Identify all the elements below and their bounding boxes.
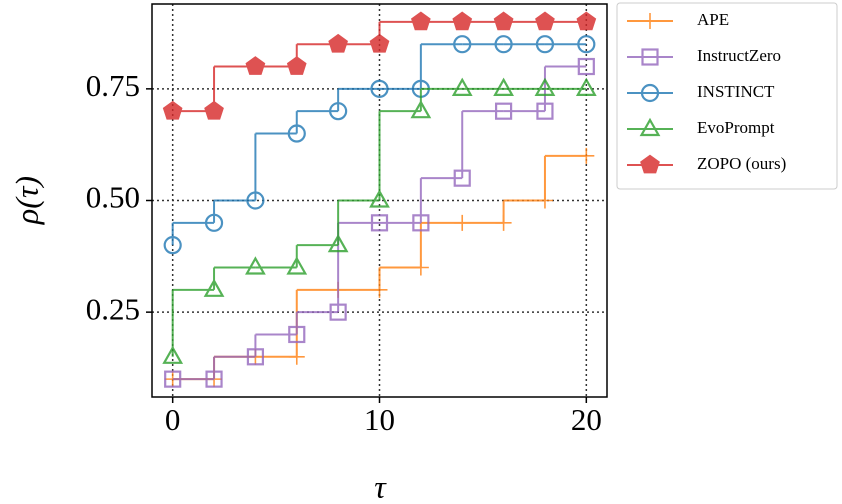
- data-point: [203, 278, 225, 297]
- series: [162, 77, 597, 364]
- legend-label: InstructZero: [697, 46, 781, 65]
- legend-entry: [627, 154, 673, 174]
- legend-label: INSTINCT: [697, 82, 775, 101]
- legend-marker: [641, 48, 659, 66]
- data-point: [327, 233, 349, 253]
- data-point: [246, 348, 265, 366]
- data-point: [495, 214, 512, 231]
- data-point: [288, 348, 305, 365]
- data-point: [288, 325, 306, 344]
- data-point: [577, 57, 595, 76]
- data-point: [493, 77, 514, 96]
- data-point: [245, 256, 266, 275]
- data-point: [286, 256, 308, 275]
- data-point: [369, 189, 390, 208]
- data-point: [287, 124, 306, 143]
- data-point: [453, 169, 471, 187]
- legend-label: ZOPO (ours): [697, 154, 786, 173]
- data-point: [410, 99, 432, 119]
- data-point: [494, 35, 513, 54]
- series: [164, 57, 595, 388]
- legend-entry: [627, 117, 673, 137]
- legend-entry: [627, 83, 673, 103]
- data-point: [494, 102, 513, 120]
- data-point: [534, 77, 556, 96]
- legend-marker: [642, 13, 658, 29]
- legend-marker: [640, 83, 660, 103]
- data-point: [536, 192, 553, 209]
- data-point: [246, 191, 265, 210]
- data-point: [205, 370, 223, 388]
- legend-box: [616, 2, 838, 190]
- y-tick-label: 0.25: [86, 291, 140, 326]
- data-point: [286, 56, 307, 75]
- data-point: [369, 33, 390, 53]
- data-point: [329, 102, 348, 121]
- data-point: [536, 102, 554, 120]
- x-tick-label: 20: [571, 402, 602, 437]
- data-point: [535, 35, 555, 54]
- y-tick-label: 0.50: [86, 180, 140, 215]
- y-axis-label: ρ(τ): [8, 176, 44, 225]
- data-point: [370, 214, 389, 232]
- x-tick-label: 0: [165, 402, 181, 437]
- series: [162, 11, 597, 120]
- data-point: [245, 56, 266, 75]
- legend-label: EvoPrompt: [697, 118, 775, 137]
- legend-entry: [627, 13, 673, 29]
- data-point: [370, 79, 389, 98]
- data-point: [371, 281, 388, 298]
- data-point: [204, 213, 224, 232]
- legend-marker: [640, 154, 660, 174]
- data-point: [164, 370, 182, 388]
- data-point: [578, 147, 595, 164]
- data-point: [452, 11, 473, 31]
- data-point: [577, 35, 596, 54]
- data-point: [162, 345, 184, 364]
- data-point: [163, 236, 182, 255]
- data-point: [453, 35, 472, 54]
- data-point: [575, 77, 597, 96]
- x-tick-label: 10: [364, 402, 395, 437]
- data-point: [204, 100, 224, 120]
- data-point: [451, 77, 473, 96]
- legend-entry: [627, 48, 673, 66]
- y-tick-label: 0.75: [86, 68, 140, 103]
- data-point: [411, 11, 431, 31]
- data-point: [454, 214, 471, 231]
- data-point: [535, 11, 555, 31]
- data-point: [493, 11, 514, 31]
- legend-marker: [639, 117, 661, 137]
- data-point: [576, 11, 597, 31]
- legend-label: APE: [697, 10, 729, 29]
- x-axis-label: τ: [374, 468, 387, 504]
- data-point: [412, 259, 429, 276]
- data-point: [162, 100, 183, 120]
- plot-frame: [151, 3, 608, 398]
- data-point: [329, 303, 347, 321]
- data-point: [412, 214, 430, 232]
- data-point: [328, 33, 348, 53]
